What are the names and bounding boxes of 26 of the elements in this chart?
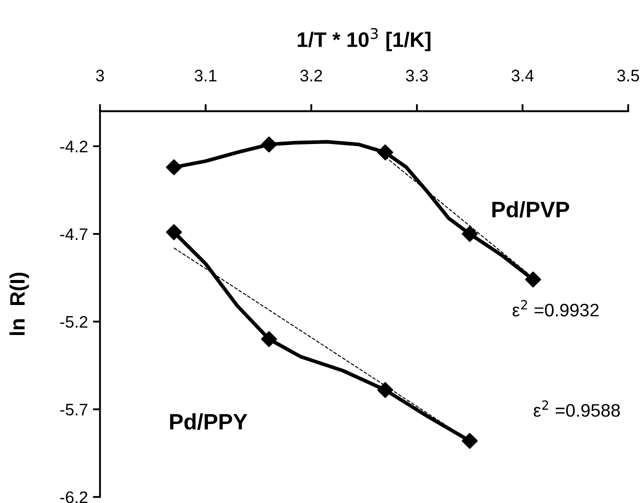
annotation: Pd/PVP: [492, 201, 570, 218]
y-tick-label: -6.2: [60, 491, 88, 503]
annotation: Pd/PPY: [170, 413, 248, 430]
point: [261, 136, 277, 152]
annotation: ε$^{2}$ =0.9932: [512, 300, 599, 316]
x-tick-label: 3.3: [406, 70, 428, 82]
x-axis-title: 1/T * 10$^{3}$ [1/K]: [298, 28, 430, 52]
y-tick-label: -4.2: [60, 140, 88, 152]
point: [462, 226, 478, 242]
point: [166, 224, 182, 240]
x-tick-label: 3.5: [617, 70, 640, 82]
point: [261, 331, 277, 348]
x-tick-label: 3.4: [512, 70, 534, 82]
point: [166, 159, 182, 176]
x-tick-label: 3.2: [300, 70, 322, 82]
annotation: ε$^{2}$ =0.9588: [534, 400, 620, 417]
point: [377, 382, 394, 398]
x-tick-label: 3: [96, 70, 104, 82]
y-tick-label: -4.7: [60, 228, 88, 240]
point: [462, 432, 478, 449]
y-tick-label: -5.2: [60, 316, 88, 328]
x-tick-label: 3.1: [194, 70, 216, 82]
point: [377, 144, 394, 160]
y-axis-title: ln R(I): [10, 272, 29, 336]
y-tick-label: -5.7: [60, 404, 88, 416]
point: [525, 272, 542, 288]
